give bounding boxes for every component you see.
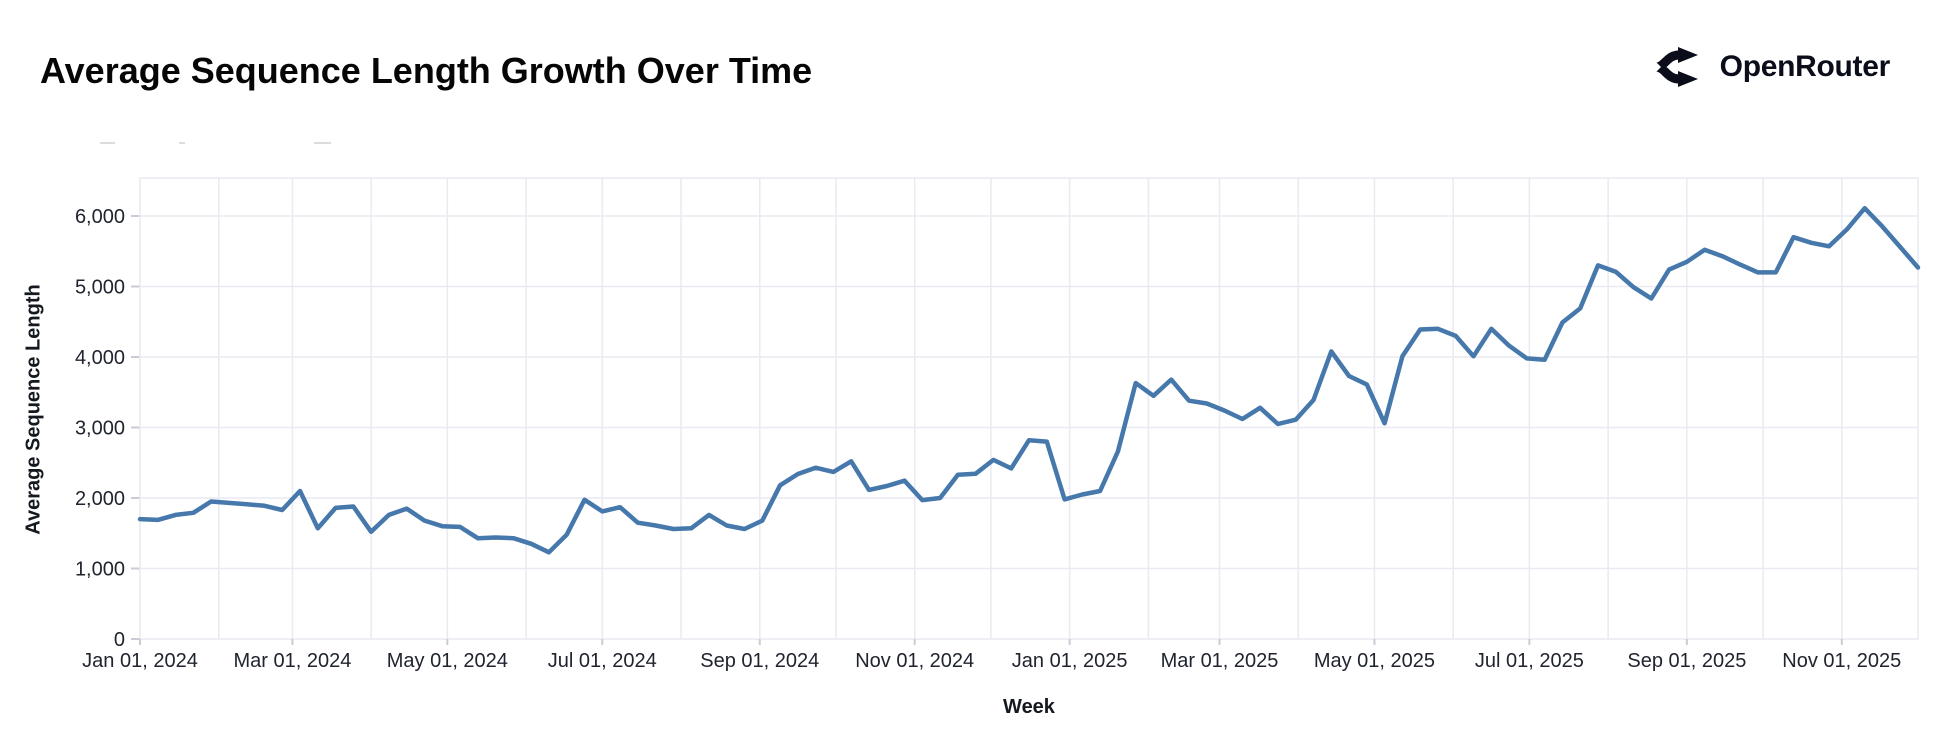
x-tick-label: May 01, 2025: [1314, 650, 1435, 672]
x-tick-label: Sep 01, 2024: [700, 650, 819, 672]
x-tick-label: Jan 01, 2025: [1012, 650, 1128, 672]
legend-artifact: [314, 142, 331, 144]
x-tick-label: Nov 01, 2025: [1782, 650, 1901, 672]
openrouter-logo-icon: [1650, 44, 1702, 90]
x-tick-label: Jul 01, 2025: [1475, 650, 1584, 672]
legend-artifact: [100, 142, 115, 144]
y-tick-label: 5,000: [75, 277, 125, 299]
brand-logo: OpenRouter: [1650, 44, 1891, 90]
x-tick-label: Jan 01, 2024: [82, 650, 198, 672]
x-tick-label: Mar 01, 2024: [233, 650, 351, 672]
data-line: [137, 205, 1921, 555]
y-tick-label: 3,000: [75, 418, 125, 440]
y-tick-label: 4,000: [75, 347, 125, 369]
x-tick-label: Mar 01, 2025: [1161, 650, 1279, 672]
page-title: Average Sequence Length Growth Over Time: [40, 50, 813, 91]
y-tick-label: 1,000: [75, 559, 125, 581]
y-tick-label: 6,000: [75, 206, 125, 228]
x-tick-label: Sep 01, 2025: [1627, 650, 1746, 672]
brand-name: OpenRouter: [1719, 50, 1891, 83]
legend-artifact: [179, 142, 185, 144]
plot-border: [139, 177, 1919, 640]
y-tick-label: 0: [114, 629, 125, 651]
x-tick-label: Jul 01, 2024: [548, 650, 657, 672]
x-axis-title: Week: [1003, 696, 1055, 718]
x-tick-label: Nov 01, 2024: [855, 650, 974, 672]
x-tick-label: May 01, 2024: [387, 650, 508, 672]
y-tick-label: 2,000: [75, 488, 125, 510]
